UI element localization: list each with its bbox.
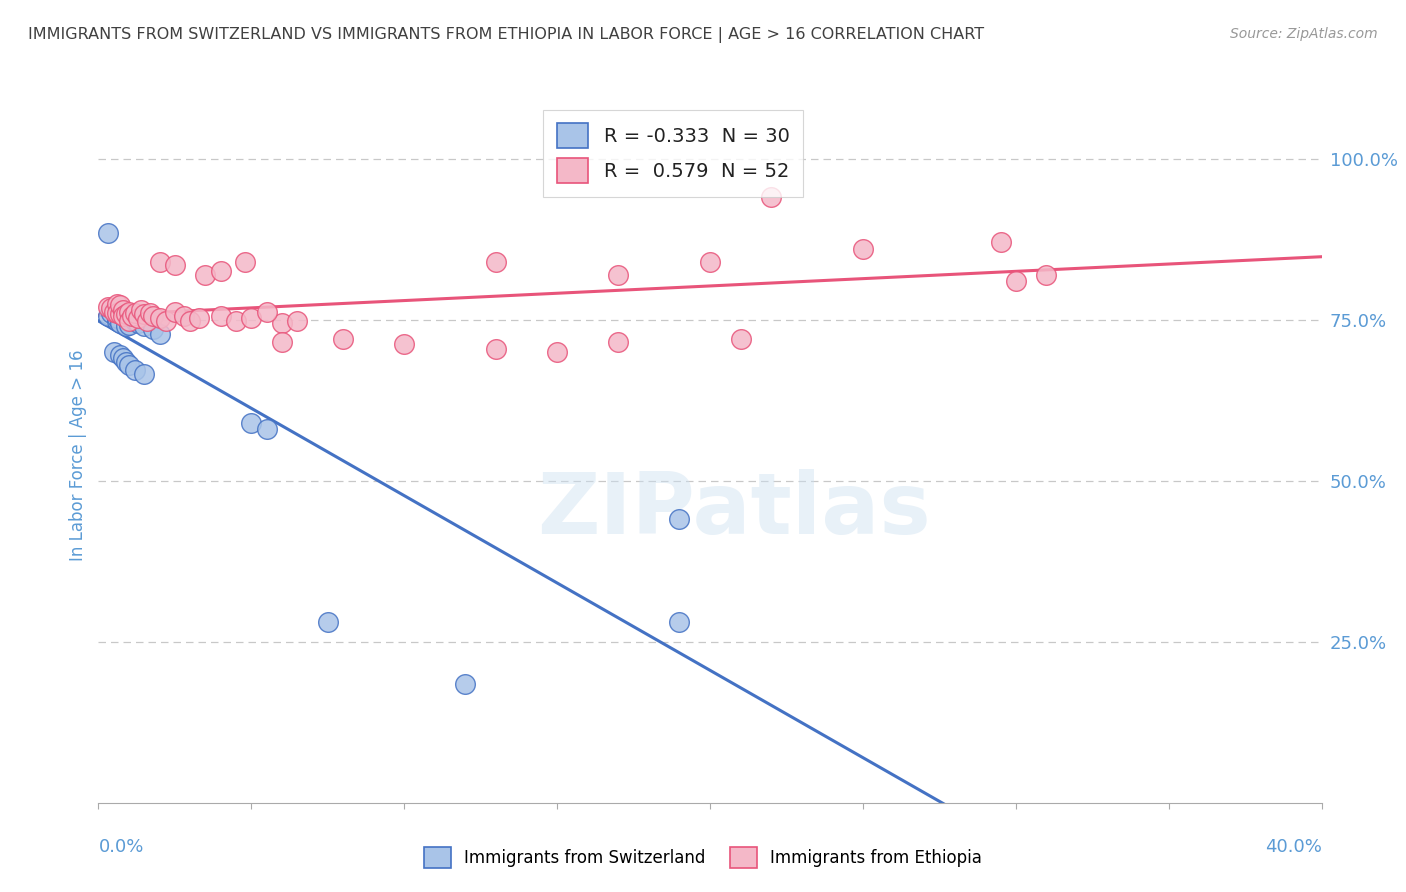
Point [118,318,141,332]
Point [188,311,211,326]
Point [392,337,416,351]
Point [607,335,630,350]
Point [668,615,690,630]
Point [108,348,131,362]
Point [209,310,232,324]
Point [607,268,630,282]
Point [97,226,120,240]
Point [115,308,138,322]
Text: 40.0%: 40.0% [1265,838,1322,855]
Point [103,303,125,318]
Point [546,344,568,359]
Y-axis label: In Labor Force | Age > 16: In Labor Force | Age > 16 [69,349,87,561]
Point [256,305,278,319]
Point [852,242,875,256]
Point [155,314,177,328]
Point [209,264,232,278]
Point [270,316,292,330]
Point [256,422,278,436]
Point [127,311,149,326]
Point [108,316,131,330]
Point [105,296,128,310]
Point [124,314,146,328]
Point [134,319,156,334]
Point [668,512,690,526]
Point [149,311,172,326]
Point [111,310,134,324]
Point [194,268,217,282]
Point [240,311,263,326]
Point [990,235,1012,250]
Point [108,298,131,312]
Point [1035,268,1057,282]
Point [108,308,131,322]
Point [179,314,201,328]
Point [163,258,186,272]
Point [118,312,141,326]
Point [105,314,128,328]
Point [97,310,120,324]
Point [142,310,165,324]
Point [285,314,308,328]
Point [105,311,128,326]
Point [316,615,339,630]
Point [240,416,263,430]
Point [163,305,186,319]
Point [699,254,721,268]
Point [134,308,156,322]
Text: 0.0%: 0.0% [98,838,143,855]
Point [127,316,149,330]
Point [136,314,159,328]
Point [118,358,141,372]
Point [97,300,120,314]
Point [149,326,172,341]
Point [108,308,131,322]
Text: IMMIGRANTS FROM SWITZERLAND VS IMMIGRANTS FROM ETHIOPIA IN LABOR FORCE | AGE > 1: IMMIGRANTS FROM SWITZERLAND VS IMMIGRANT… [28,27,984,43]
Point [121,310,143,324]
Point [1004,274,1026,288]
Point [111,351,134,366]
Point [118,314,141,328]
Point [129,303,152,318]
Text: ZIPatlas: ZIPatlas [537,469,931,552]
Point [124,306,146,320]
Point [105,306,128,320]
Point [115,354,138,368]
Point [111,310,134,324]
Text: Source: ZipAtlas.com: Source: ZipAtlas.com [1230,27,1378,41]
Point [485,342,508,356]
Point [103,305,125,319]
Point [134,368,156,382]
Point [454,676,477,690]
Point [115,319,138,334]
Point [759,190,782,204]
Point [730,332,752,346]
Point [100,306,122,320]
Point [233,254,256,268]
Point [111,303,134,318]
Point [100,301,122,315]
Point [225,314,247,328]
Legend: R = -0.333  N = 30, R =  0.579  N = 52: R = -0.333 N = 30, R = 0.579 N = 52 [544,110,803,197]
Point [173,310,195,324]
Point [485,254,508,268]
Point [332,332,354,346]
Point [149,254,172,268]
Point [270,335,292,350]
Legend: Immigrants from Switzerland, Immigrants from Ethiopia: Immigrants from Switzerland, Immigrants … [418,840,988,875]
Point [139,306,162,320]
Point [118,305,141,319]
Point [103,344,125,359]
Point [142,322,165,336]
Point [124,363,146,377]
